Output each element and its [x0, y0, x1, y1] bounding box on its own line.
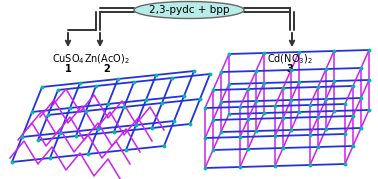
- Text: CuSO$_4$: CuSO$_4$: [51, 52, 84, 66]
- Ellipse shape: [134, 1, 244, 18]
- Text: 2,3-pydc + bpp: 2,3-pydc + bpp: [149, 5, 229, 15]
- Text: $\mathbf{1}$: $\mathbf{1}$: [64, 62, 72, 74]
- Text: $\mathbf{3}$: $\mathbf{3}$: [286, 62, 294, 74]
- Text: Cd(NO$_3$)$_2$: Cd(NO$_3$)$_2$: [267, 52, 313, 66]
- Text: Zn(AcO)$_2$: Zn(AcO)$_2$: [84, 52, 130, 66]
- Text: $\mathbf{2}$: $\mathbf{2}$: [103, 62, 111, 74]
